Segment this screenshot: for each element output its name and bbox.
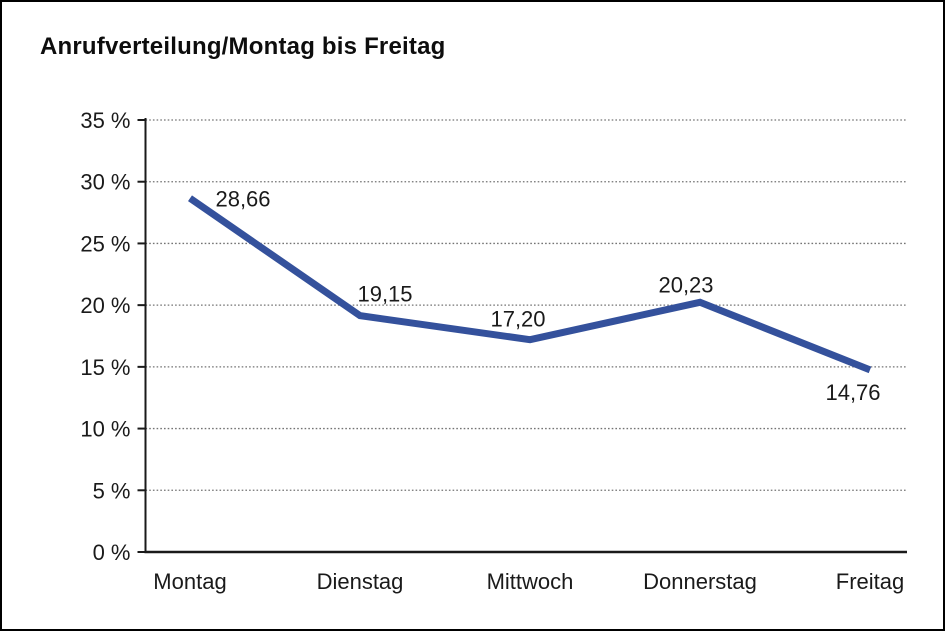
x-category-label: Dienstag (317, 569, 404, 594)
chart-title: Anrufverteilung/Montag bis Freitag (40, 33, 446, 60)
y-tick-label: 35 % (80, 108, 130, 133)
y-tick-label: 30 % (80, 170, 130, 195)
x-category-label: Montag (153, 569, 226, 594)
data-value-label: 14,76 (825, 380, 880, 405)
y-tick-label: 20 % (80, 293, 130, 318)
data-value-label: 28,66 (215, 186, 270, 211)
data-value-label: 20,23 (658, 272, 713, 297)
x-category-label: Donnerstag (643, 569, 757, 594)
x-category-label: Freitag (836, 569, 904, 594)
x-category-label: Mittwoch (487, 569, 574, 594)
y-tick-label: 5 % (93, 478, 131, 503)
y-tick-label: 25 % (80, 231, 130, 256)
data-value-label: 19,15 (357, 282, 412, 307)
data-line (188, 195, 872, 374)
data-value-label: 17,20 (490, 307, 545, 332)
y-tick-label: 15 % (80, 355, 130, 380)
y-tick-label: 10 % (80, 417, 130, 442)
y-tick-label: 0 % (93, 540, 131, 565)
